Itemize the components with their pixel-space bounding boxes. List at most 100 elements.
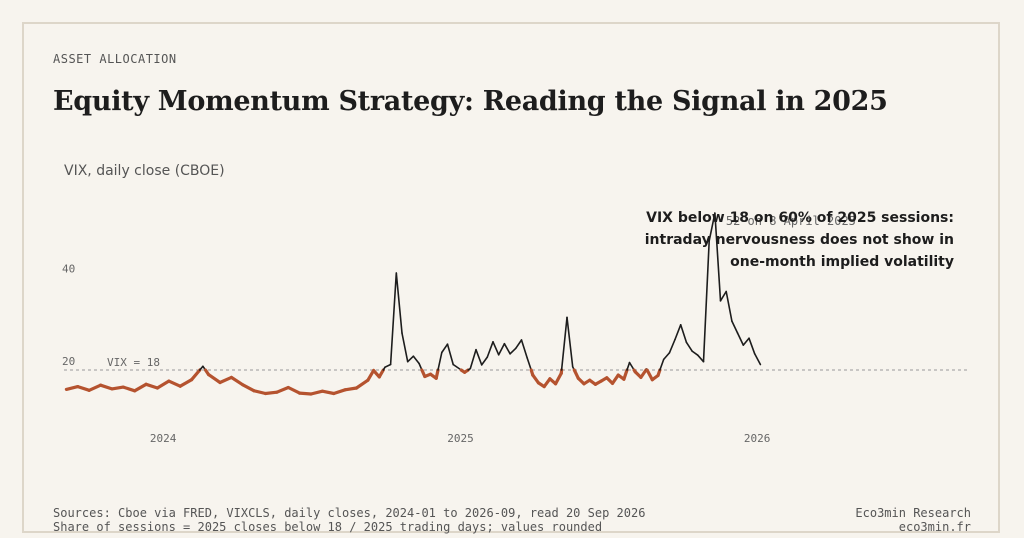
series-segment-above-threshold [469,348,477,370]
series-segment-below-threshold [121,385,137,393]
series-segment-above-threshold [708,212,716,242]
series-segment-above-threshold [395,272,403,334]
series-segment-below-threshold [252,389,268,396]
source-note: Sources: Cboe via FRED, VIXCLS, daily cl… [53,506,645,534]
series-segment-below-threshold [332,388,347,396]
series-segment-above-threshold [742,337,750,346]
series-segment-below-threshold [366,368,376,382]
x-tick-label: 2026 [744,432,771,445]
card-frame [22,22,1000,533]
series-segment-below-threshold [639,368,648,379]
series-segment-below-threshold [76,385,91,392]
series-segment-above-threshold [659,358,665,371]
series-segment-above-threshold [679,323,688,344]
source-line-1: Sources: Cboe via FRED, VIXCLS, daily cl… [53,506,646,520]
series-segment-above-threshold [480,356,489,366]
series-segment-below-threshold [98,383,114,391]
series-segment-above-threshold [714,212,722,302]
series-segment-above-threshold [401,332,409,363]
series-segment-above-threshold [719,290,728,302]
series-segment-above-threshold [440,343,449,354]
kicker: ASSET ALLOCATION [53,52,177,66]
series-segment-above-threshold [566,316,574,368]
series-segment-below-threshold [155,379,171,390]
series-segment-above-threshold [702,240,711,363]
series-segment-above-threshold [475,348,483,366]
vix-series [64,212,762,396]
x-tick-label: 2024 [150,432,177,445]
series-segment-below-threshold [622,368,629,381]
series-segment-below-threshold [178,378,194,388]
series-segment-above-threshold [696,354,705,363]
series-segment-below-threshold [610,373,620,385]
series-segment-below-threshold [656,368,662,378]
source-line-2: Share of sessions = 2025 closes below 18… [53,520,603,534]
credit: Eco3min Research eco3min.fr [855,506,971,534]
series-segment-below-threshold [286,385,302,395]
series-segment-above-threshold [560,316,568,371]
series-segment-below-threshold [434,368,440,380]
callout-note: VIX below 18 on 60% of 2025 sessions: in… [644,210,954,270]
series-segment-below-threshold [190,368,202,382]
series-segment-above-threshold [668,338,676,354]
series-segment-below-threshold [542,377,552,389]
series-segment-above-threshold [406,355,415,363]
series-segment-below-threshold [343,386,359,392]
series-segment-below-threshold [531,373,541,385]
series-segment-below-threshold [377,368,385,379]
peak-annotation: 52 on 8 April 2025 [726,214,856,228]
series-segment-above-threshold [748,337,756,355]
series-segment-above-threshold [520,339,529,359]
series-segment-below-threshold [218,375,233,385]
series-segment-above-threshold [412,355,420,365]
series-segment-below-threshold [553,371,563,386]
x-tick-label: 2025 [447,432,474,445]
series-segment-above-threshold [503,342,511,355]
series-segment-below-threshold [207,373,222,385]
y-tick-label: 20 [62,355,75,368]
series-segment-below-threshold [87,383,103,392]
series-segment-below-threshold [229,375,245,387]
series-segment-below-threshold [275,385,290,394]
series-segment-above-threshold [725,290,733,322]
series-segment-above-threshold [384,363,392,369]
threshold-label: VIX = 18 [107,356,160,369]
page-title: Equity Momentum Strategy: Reading the Si… [53,86,888,117]
series-segment-below-threshold [110,385,125,391]
y-axis-label: VIX, daily close (CBOE) [64,163,225,179]
series-segment-above-threshold [662,352,671,361]
series-segment-above-threshold [446,343,455,366]
series-segment-below-threshold [64,385,80,391]
series-segment-below-threshold [645,368,654,382]
series-segment-above-threshold [486,340,494,358]
series-segment-below-threshold [263,390,279,396]
credit-site: eco3min.fr [898,520,971,534]
y-tick-label: 40 [62,262,75,275]
series-segment-above-threshold [437,351,443,371]
series-segment-below-threshold [354,378,370,390]
series-segment-above-threshold [514,339,523,350]
series-segment-below-threshold [320,389,336,396]
series-segment-above-threshold [691,350,699,357]
series-segment-above-threshold [736,332,745,346]
x-axis-ticks: 2024 2025 2026 [150,432,770,445]
series-segment-above-threshold [492,340,500,356]
series-segment-below-threshold [241,383,256,393]
series-segment-above-threshold [685,341,693,352]
series-segment-above-threshold [731,320,739,334]
series-segment-below-threshold [167,379,182,388]
series-segment-below-threshold [133,382,148,393]
series-segment-above-threshold [626,361,631,371]
series-segment-above-threshold [452,363,463,371]
series-segment-above-threshold [674,323,682,341]
series-segment-below-threshold [144,382,159,390]
series-segment-below-threshold [309,389,324,396]
series-segment-above-threshold [389,272,398,366]
credit-name: Eco3min Research [855,506,971,520]
series-segment-above-threshold [526,357,533,371]
series-segment-below-threshold [298,391,313,396]
series-segment-above-threshold [497,342,506,356]
series-segment-above-threshold [509,347,517,355]
